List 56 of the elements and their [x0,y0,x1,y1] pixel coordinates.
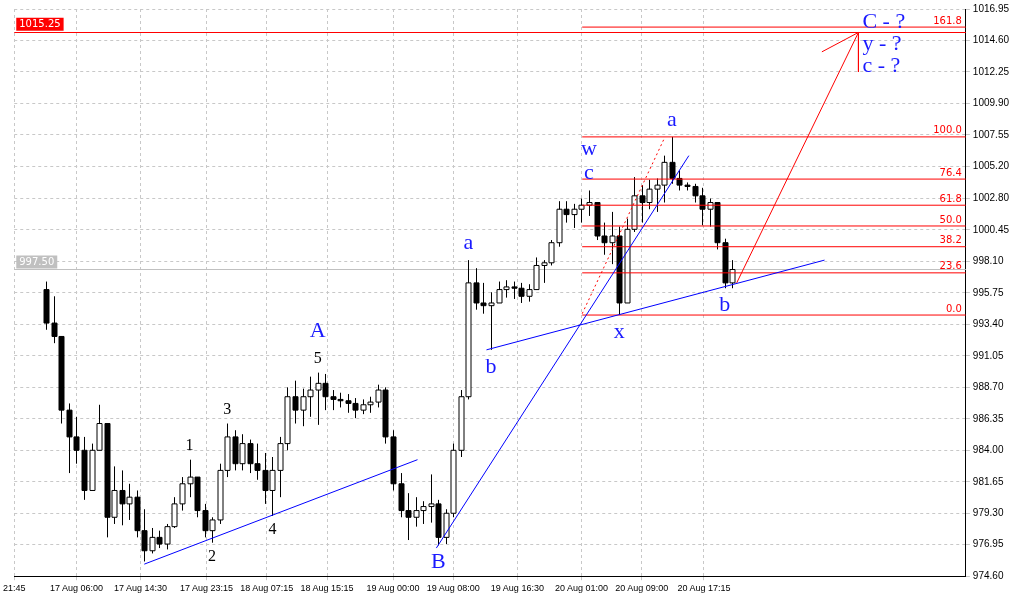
annotation: 5 [313,348,322,366]
annotation: a [667,105,678,131]
y-tick-label: 1012.25 [972,65,1010,77]
annotation: b [719,291,731,317]
annotation: 61.8 [939,192,962,204]
x-tick-label: 21:45 [3,583,26,594]
y-tick-label: 991.05 [972,349,1004,361]
annotation: 76.4 [939,166,962,178]
x-tick-label: 19 Aug 08:00 [426,583,480,594]
y-tick-label: 988.70 [972,381,1004,393]
annotation: C - ? [862,8,906,34]
x-tick-label: 20 Aug 09:00 [615,583,669,594]
x-tick-label: 20 Aug 01:00 [554,583,608,594]
y-tick-label: 1000.45 [972,223,1010,235]
y-tick-label: 979.30 [972,507,1004,518]
annotation: 3 [223,399,232,417]
annotation: b [485,352,497,378]
annotation: x [613,317,625,343]
y-tick-label: 981.65 [972,475,1004,487]
annotation: 50.0 [939,213,962,225]
annotation: 0.0 [945,302,962,314]
y-tick-label: 984.00 [972,444,1004,456]
x-tick-label: 18 Aug 07:15 [240,583,294,594]
y-tick-label: 998.10 [972,255,1004,267]
annotation: 38.2 [939,234,962,246]
y-tick-label: 1007.55 [972,128,1010,140]
y-tick-label: 1002.80 [972,192,1010,204]
annotation: a [463,228,474,254]
annotation: 161.8 [933,14,962,26]
ref-line-label: 1015.25 [19,18,61,30]
annotation: A [309,317,326,343]
x-tick-label: 20 Aug 17:15 [677,583,731,594]
x-tick-label: 17 Aug 14:30 [113,583,168,594]
annotation: 100.0 [933,124,962,136]
annotation: 23.6 [939,260,962,272]
y-tick-label: 976.95 [972,538,1004,550]
y-tick-label: 993.40 [972,318,1004,330]
x-tick-label: 17 Aug 23:15 [179,583,233,594]
annotation: 4 [268,520,277,538]
ref-line-label: 997.50 [19,256,55,268]
y-tick-label: 1014.60 [972,34,1010,46]
x-tick-label: 18 Aug 15:15 [300,583,354,594]
x-tick-label: 19 Aug 00:00 [366,583,420,594]
y-tick-label: 1016.95 [972,2,1010,14]
x-tick-label: 19 Aug 16:30 [490,583,544,594]
y-tick-label: 986.35 [972,412,1004,424]
annotation: c [584,159,595,185]
annotation: 2 [208,546,217,564]
y-tick-label: 995.75 [972,286,1004,298]
annotation: w [581,135,598,161]
annotation: B [430,548,446,574]
y-tick-label: 974.60 [972,569,1004,581]
x-tick-label: 17 Aug 06:00 [49,583,103,594]
y-tick-label: 1009.90 [972,97,1010,109]
annotation: 1 [185,435,194,453]
y-tick-label: 1005.20 [972,160,1010,172]
